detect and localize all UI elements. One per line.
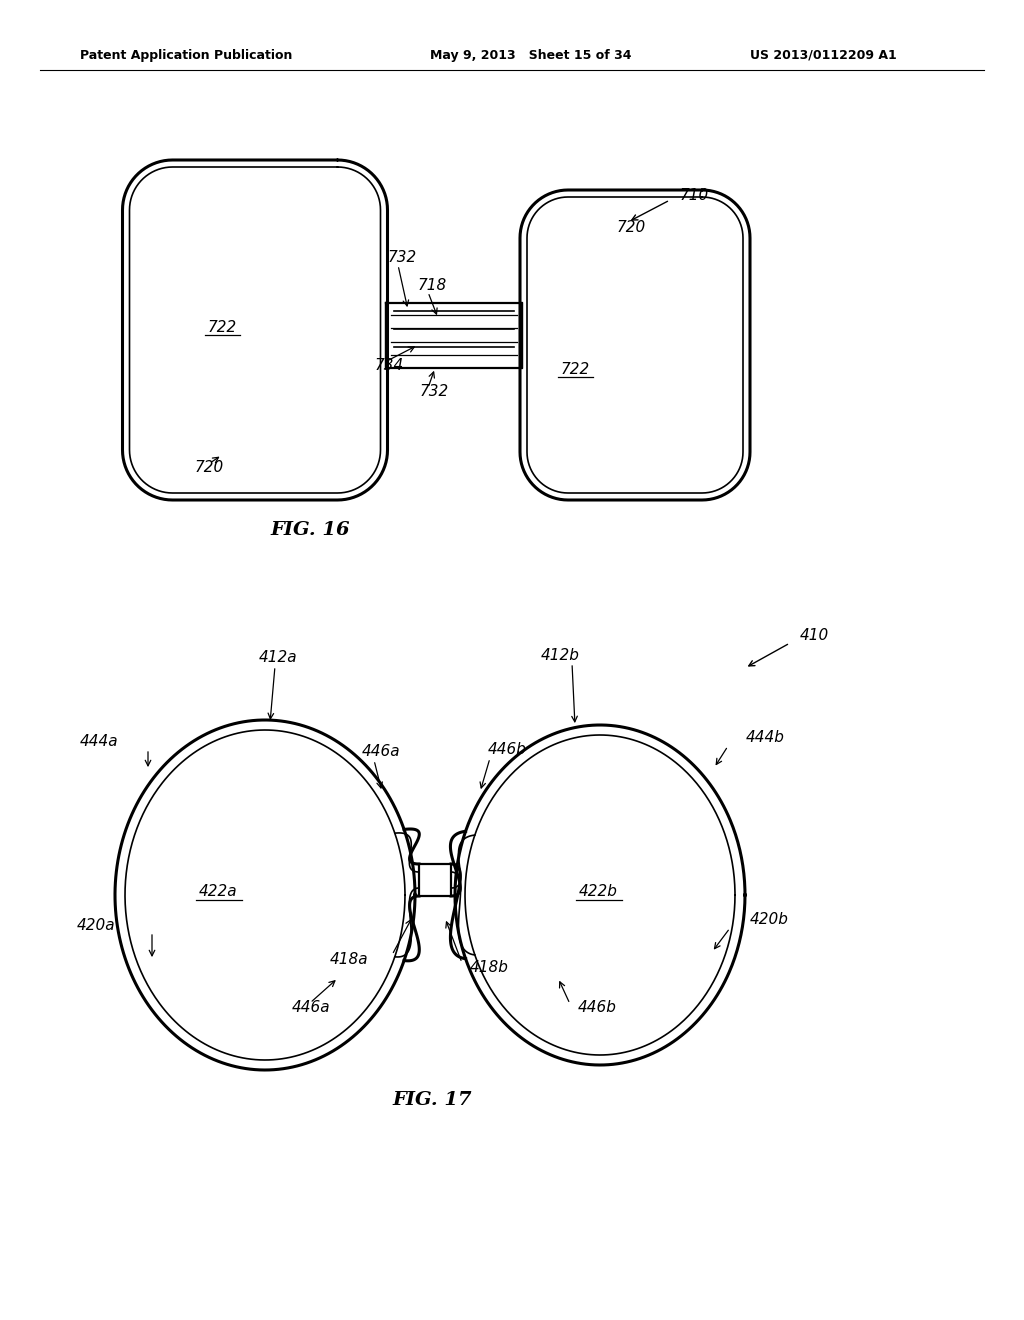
Text: 420b: 420b [750,912,788,928]
Text: Patent Application Publication: Patent Application Publication [80,49,293,62]
Text: 446b: 446b [578,1001,616,1015]
Text: 446a: 446a [292,1001,331,1015]
Text: 446b: 446b [488,742,527,758]
Text: 422b: 422b [579,884,617,899]
Text: 732: 732 [388,251,417,265]
Text: US 2013/0112209 A1: US 2013/0112209 A1 [750,49,897,62]
Text: FIG. 17: FIG. 17 [392,1092,472,1109]
Text: 444b: 444b [746,730,784,746]
Text: 420a: 420a [77,917,115,932]
Text: 418a: 418a [330,953,368,968]
Text: 718: 718 [418,277,447,293]
Text: 722: 722 [208,321,237,335]
Text: 734: 734 [375,358,404,372]
Text: FIG. 16: FIG. 16 [270,521,350,539]
Text: 720: 720 [195,461,224,475]
Text: 444a: 444a [80,734,118,750]
Text: 412b: 412b [541,648,580,663]
Text: 732: 732 [420,384,450,400]
Text: 710: 710 [680,187,710,202]
Polygon shape [419,865,451,896]
Text: 422a: 422a [199,884,238,899]
Text: May 9, 2013   Sheet 15 of 34: May 9, 2013 Sheet 15 of 34 [430,49,632,62]
Text: 412a: 412a [259,651,297,665]
Text: 446a: 446a [362,744,400,759]
Text: 720: 720 [617,220,646,235]
Text: 722: 722 [560,363,590,378]
Text: 418b: 418b [470,961,509,975]
Text: 410: 410 [800,627,829,643]
